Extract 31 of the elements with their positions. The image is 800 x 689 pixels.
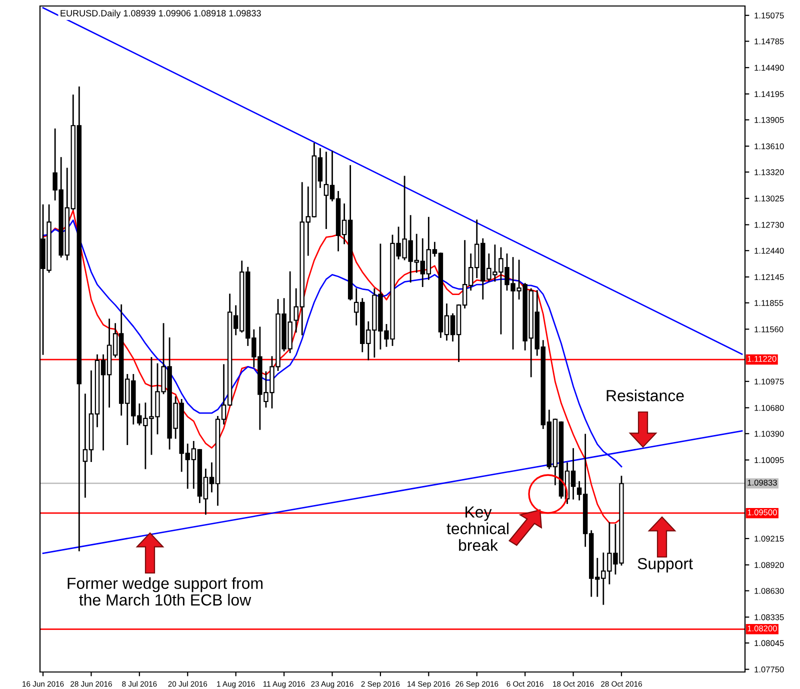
- y-tick-label: 1.10680: [754, 404, 784, 411]
- y-tick-label: 1.12145: [754, 274, 784, 280]
- y-tick-label: 1.10975: [754, 378, 784, 385]
- y-tick-label: 1.08335: [754, 614, 784, 620]
- y-tick-label: 1.13610: [754, 143, 784, 150]
- y-tick-label: 1.10390: [754, 430, 784, 437]
- annotation: Former wedge support from the March 10th ECB low: [68, 577, 262, 606]
- y-tick-label: 1.08045: [754, 640, 784, 646]
- y-tick-label: 1.12440: [754, 248, 784, 254]
- y-tick-label: 1.11855: [754, 300, 784, 306]
- y-tick-label: 1.13905: [754, 117, 784, 123]
- y-tick-label: 1.12730: [754, 222, 784, 228]
- y-tick-label: 1.14785: [754, 38, 784, 44]
- ref-line-label: 1.09500: [748, 509, 777, 516]
- y-tick-label: 1.13320: [754, 169, 784, 176]
- y-tick-label: 1.08630: [754, 588, 784, 594]
- ref-line-label: 1.08200: [748, 625, 777, 632]
- y-tick-label: 1.14490: [754, 64, 784, 71]
- y-tick-label: 1.14195: [754, 91, 784, 98]
- y-tick-label: 1.09215: [754, 536, 784, 542]
- y-tick-label: 1.10095: [754, 457, 784, 464]
- ref-line-label: 1.11220: [748, 356, 776, 362]
- y-tick-label: 1.07750: [754, 666, 784, 672]
- ref-line-label: 1.09833: [748, 480, 777, 486]
- y-tick-label: 1.08920: [754, 562, 784, 568]
- annotation: Resistance: [606, 390, 684, 402]
- y-tick-label: 1.11560: [754, 326, 784, 332]
- y-tick-label: 1.13025: [754, 196, 784, 202]
- y-tick-label: 1.15075: [754, 12, 784, 18]
- chart-title: EURUSD.Daily 1.08939 1.09906 1.08918 1.09833: [60, 10, 261, 18]
- annotation: Support: [638, 558, 693, 572]
